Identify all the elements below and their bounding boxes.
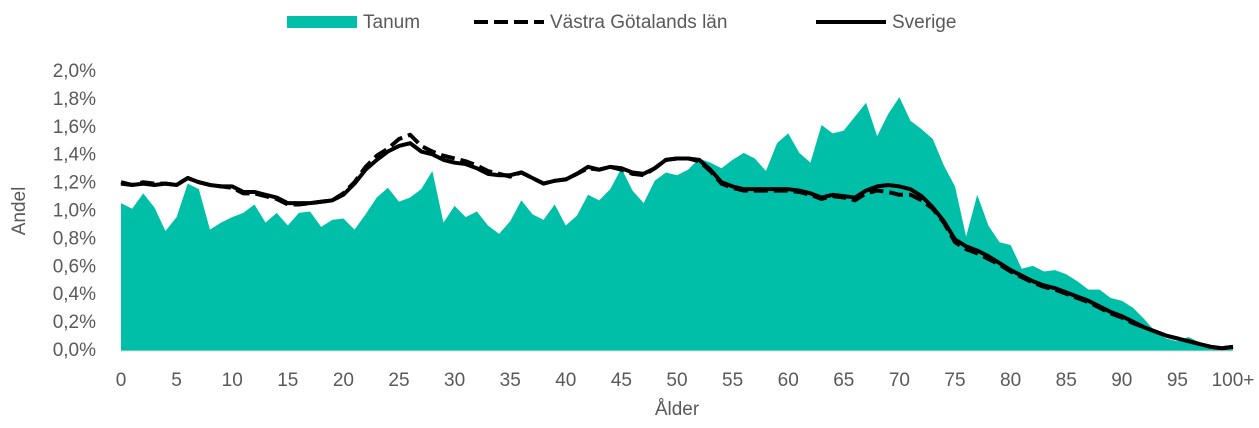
y-tick-label: 0,8% — [53, 228, 96, 249]
x-tick-label: 60 — [778, 370, 799, 391]
x-tick-label: 75 — [944, 370, 965, 391]
legend-swatch — [287, 16, 357, 28]
x-tick-label: 85 — [1056, 370, 1077, 391]
y-tick-label: 0,2% — [53, 312, 96, 333]
x-tick-label: 65 — [833, 370, 854, 391]
x-tick-label: 50 — [666, 370, 687, 391]
x-tick-label: 95 — [1167, 370, 1188, 391]
x-tick-label: 25 — [388, 370, 409, 391]
legend-label: Tanum — [363, 12, 420, 33]
x-tick-label: 40 — [555, 370, 576, 391]
y-tick-label: 1,8% — [53, 89, 96, 110]
y-tick-label: 1,0% — [53, 201, 96, 222]
y-tick-label: 1,4% — [53, 145, 96, 166]
x-tick-label: 70 — [889, 370, 910, 391]
x-tick-label: 10 — [222, 370, 243, 391]
y-axis-title: Andel — [9, 187, 30, 236]
x-tick-label: 5 — [171, 370, 182, 391]
y-tick-label: 0,0% — [53, 340, 96, 361]
y-tick-label: 1,6% — [53, 117, 96, 138]
area — [121, 97, 1233, 351]
x-tick-label: 20 — [333, 370, 354, 391]
y-tick-label: 2,0% — [53, 61, 96, 82]
x-tick-label: 35 — [500, 370, 521, 391]
line — [120, 141, 1234, 351]
x-axis-title: Ålder — [655, 399, 700, 420]
x-tick-label: 45 — [611, 370, 632, 391]
legend-label: Västra Götalands län — [550, 12, 727, 33]
y-tick-label: 1,2% — [53, 173, 96, 194]
legend-label: Sverige — [892, 12, 956, 33]
x-tick-label: 100+ — [1212, 370, 1255, 391]
x-tick-label: 30 — [444, 370, 465, 391]
x-tick-label: 80 — [1000, 370, 1021, 391]
x-tick-label: 90 — [1111, 370, 1132, 391]
x-tick-label: 55 — [722, 370, 743, 391]
y-tick-label: 0,6% — [53, 256, 96, 277]
x-tick-label: 0 — [116, 370, 127, 391]
y-tick-label: 0,4% — [53, 284, 96, 305]
x-tick-label: 15 — [277, 370, 298, 391]
